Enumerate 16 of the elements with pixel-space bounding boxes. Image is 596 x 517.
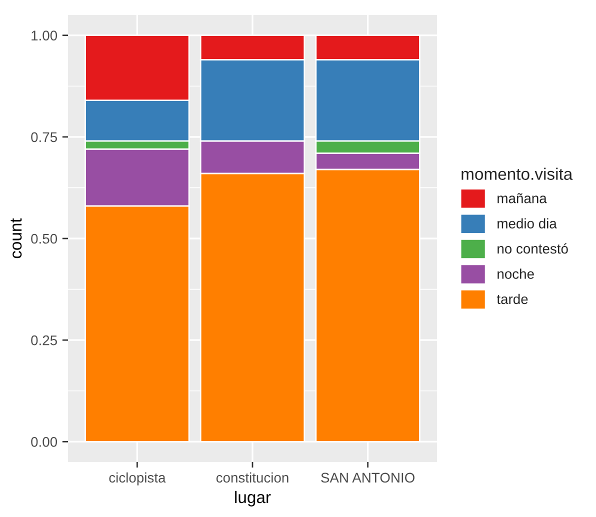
legend-label: medio dia xyxy=(498,218,557,228)
legend-label: noche xyxy=(498,268,534,279)
x-tick-label: ciclopista xyxy=(109,472,166,486)
y-axis-title: count xyxy=(10,218,22,258)
legend-label: no contestó xyxy=(498,243,568,254)
x-tick-label: constitucion xyxy=(216,472,288,483)
legend-label: tarde xyxy=(496,294,528,304)
legend-label: mañana xyxy=(498,193,547,204)
y-tick-label: 0.50 xyxy=(31,234,58,244)
x-axis-title: lugar xyxy=(235,490,271,506)
y-tick-label: 1.00 xyxy=(32,30,58,40)
y-tick-label: 0.25 xyxy=(31,335,58,346)
y-tick-label: 0.00 xyxy=(31,437,58,447)
legend-title: momento.visita xyxy=(462,168,573,180)
x-tick-label: SAN ANTONIO xyxy=(321,472,414,483)
y-tick-label: 0.75 xyxy=(31,132,58,142)
